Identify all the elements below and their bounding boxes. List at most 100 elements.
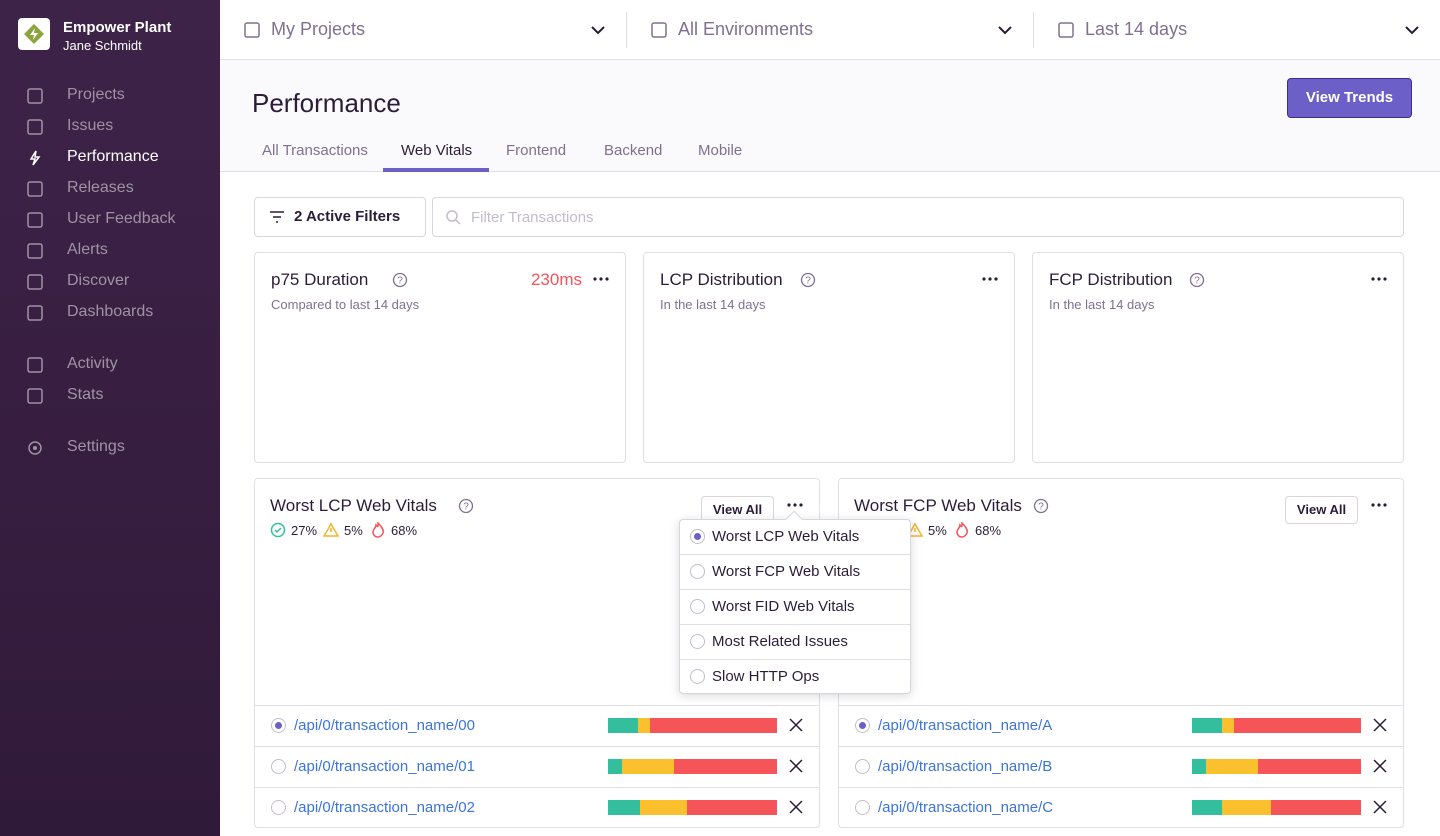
help-icon: ?: [458, 498, 474, 514]
radio[interactable]: [855, 800, 870, 815]
vital-icon-glyph: [370, 522, 386, 538]
radio[interactable]: [271, 800, 286, 815]
transaction-link[interactable]: /api/0/transaction_name/B: [878, 758, 1052, 775]
menu-radio[interactable]: [690, 564, 705, 579]
card-subtitle: In the last 14 days: [660, 297, 766, 312]
selector-icon: [1057, 21, 1075, 39]
divider: [680, 589, 910, 590]
svg-text:?: ?: [805, 276, 811, 287]
menu-option[interactable]: Worst LCP Web Vitals: [712, 528, 859, 545]
divider: [1033, 12, 1034, 48]
transaction-link[interactable]: /api/0/transaction_name/C: [878, 799, 1053, 816]
menu-radio[interactable]: [690, 634, 705, 649]
nav-icon-glyph: [26, 242, 44, 260]
breakdown-segment: [1222, 718, 1234, 733]
nav-icon: [26, 356, 44, 374]
nav-item[interactable]: Releases: [67, 179, 134, 197]
tab[interactable]: Web Vitals: [401, 142, 472, 159]
help-icon-glyph: ?: [1189, 272, 1205, 288]
divider: [838, 705, 1404, 706]
menu-option[interactable]: Worst FID Web Vitals: [712, 598, 855, 615]
svg-text:?: ?: [463, 502, 469, 513]
tab[interactable]: Mobile: [698, 142, 742, 159]
divider: [680, 624, 910, 625]
card-title: p75 Duration: [271, 270, 368, 290]
breakdown-segment: [1192, 759, 1206, 774]
view-all-button[interactable]: View All: [1285, 496, 1358, 524]
chevron: [996, 21, 1014, 39]
svg-text:?: ?: [1194, 276, 1200, 287]
transaction-link[interactable]: /api/0/transaction_name/01: [294, 758, 475, 775]
menu-radio[interactable]: [690, 599, 705, 614]
page-filter[interactable]: Last 14 days: [1085, 19, 1187, 40]
divider: [254, 705, 820, 706]
nav-icon-glyph: [26, 387, 44, 405]
help-icon-glyph: ?: [1033, 498, 1049, 514]
vital-icon-glyph: [270, 522, 286, 538]
tab[interactable]: Backend: [604, 142, 662, 159]
nav-icon: [26, 149, 44, 167]
tab[interactable]: Frontend: [506, 142, 566, 159]
search-icon-glyph: [444, 208, 462, 226]
help-icon-glyph: ?: [392, 272, 408, 288]
vital-icon: [270, 522, 286, 538]
remove-button-glyph: [1371, 757, 1389, 775]
org-name[interactable]: Empower Plant: [63, 19, 171, 36]
radio[interactable]: [271, 759, 286, 774]
nav-item[interactable]: Settings: [67, 438, 125, 456]
menu-option[interactable]: Slow HTTP Ops: [712, 668, 819, 685]
nav-icon-glyph: [26, 180, 44, 198]
tab[interactable]: All Transactions: [262, 142, 368, 159]
search-icon: [444, 208, 462, 226]
card-title: LCP Distribution: [660, 270, 783, 290]
remove-button: [787, 757, 805, 775]
divider: [254, 787, 820, 788]
vital-icon-glyph: [954, 522, 970, 538]
menu-option[interactable]: Most Related Issues: [712, 633, 848, 650]
more-button: [1370, 271, 1388, 289]
page-filter[interactable]: My Projects: [271, 19, 365, 40]
radio[interactable]: [855, 759, 870, 774]
radio-dot: [694, 533, 701, 540]
divider: [254, 746, 820, 747]
breakdown-segment: [674, 759, 777, 774]
nav-icon-glyph: [26, 149, 44, 167]
vital-percent: 68%: [975, 523, 1001, 538]
more-button-glyph: [1370, 497, 1388, 515]
breakdown-segment: [650, 718, 777, 733]
breakdown-segment: [1222, 800, 1271, 815]
nav-icon: [26, 387, 44, 405]
selector-icon: [243, 21, 261, 39]
nav-icon: [26, 118, 44, 136]
nav-item[interactable]: Activity: [67, 355, 118, 373]
more-button-glyph: [592, 271, 610, 289]
remove-button-glyph: [1371, 716, 1389, 734]
menu-radio[interactable]: [690, 669, 705, 684]
help-icon: ?: [1189, 272, 1205, 288]
view-trends-button[interactable]: View Trends: [1287, 78, 1412, 118]
divider: [838, 746, 1404, 747]
nav-item[interactable]: Alerts: [67, 241, 108, 259]
page-filter[interactable]: All Environments: [678, 19, 813, 40]
nav-item[interactable]: Performance: [67, 148, 159, 166]
menu-option[interactable]: Worst FCP Web Vitals: [712, 563, 860, 580]
vital-icon: [954, 522, 970, 538]
transaction-link[interactable]: /api/0/transaction_name/00: [294, 717, 475, 734]
org-logo[interactable]: [18, 18, 50, 50]
chevron-glyph: [996, 21, 1014, 39]
nav-item[interactable]: Discover: [67, 272, 129, 290]
nav-item[interactable]: Stats: [67, 386, 103, 404]
nav-item[interactable]: User Feedback: [67, 210, 176, 228]
vital-percent: 5%: [344, 523, 363, 538]
breakdown-segment: [1206, 759, 1258, 774]
breakdown-segment: [1234, 718, 1361, 733]
transaction-link[interactable]: /api/0/transaction_name/02: [294, 799, 475, 816]
chevron-glyph: [589, 21, 607, 39]
nav-item[interactable]: Projects: [67, 86, 125, 104]
nav-item[interactable]: Issues: [67, 117, 113, 135]
transaction-link[interactable]: /api/0/transaction_name/A: [878, 717, 1052, 734]
nav-item[interactable]: Dashboards: [67, 303, 153, 321]
remove-button: [1371, 757, 1389, 775]
panel-title: Worst LCP Web Vitals: [270, 496, 437, 516]
